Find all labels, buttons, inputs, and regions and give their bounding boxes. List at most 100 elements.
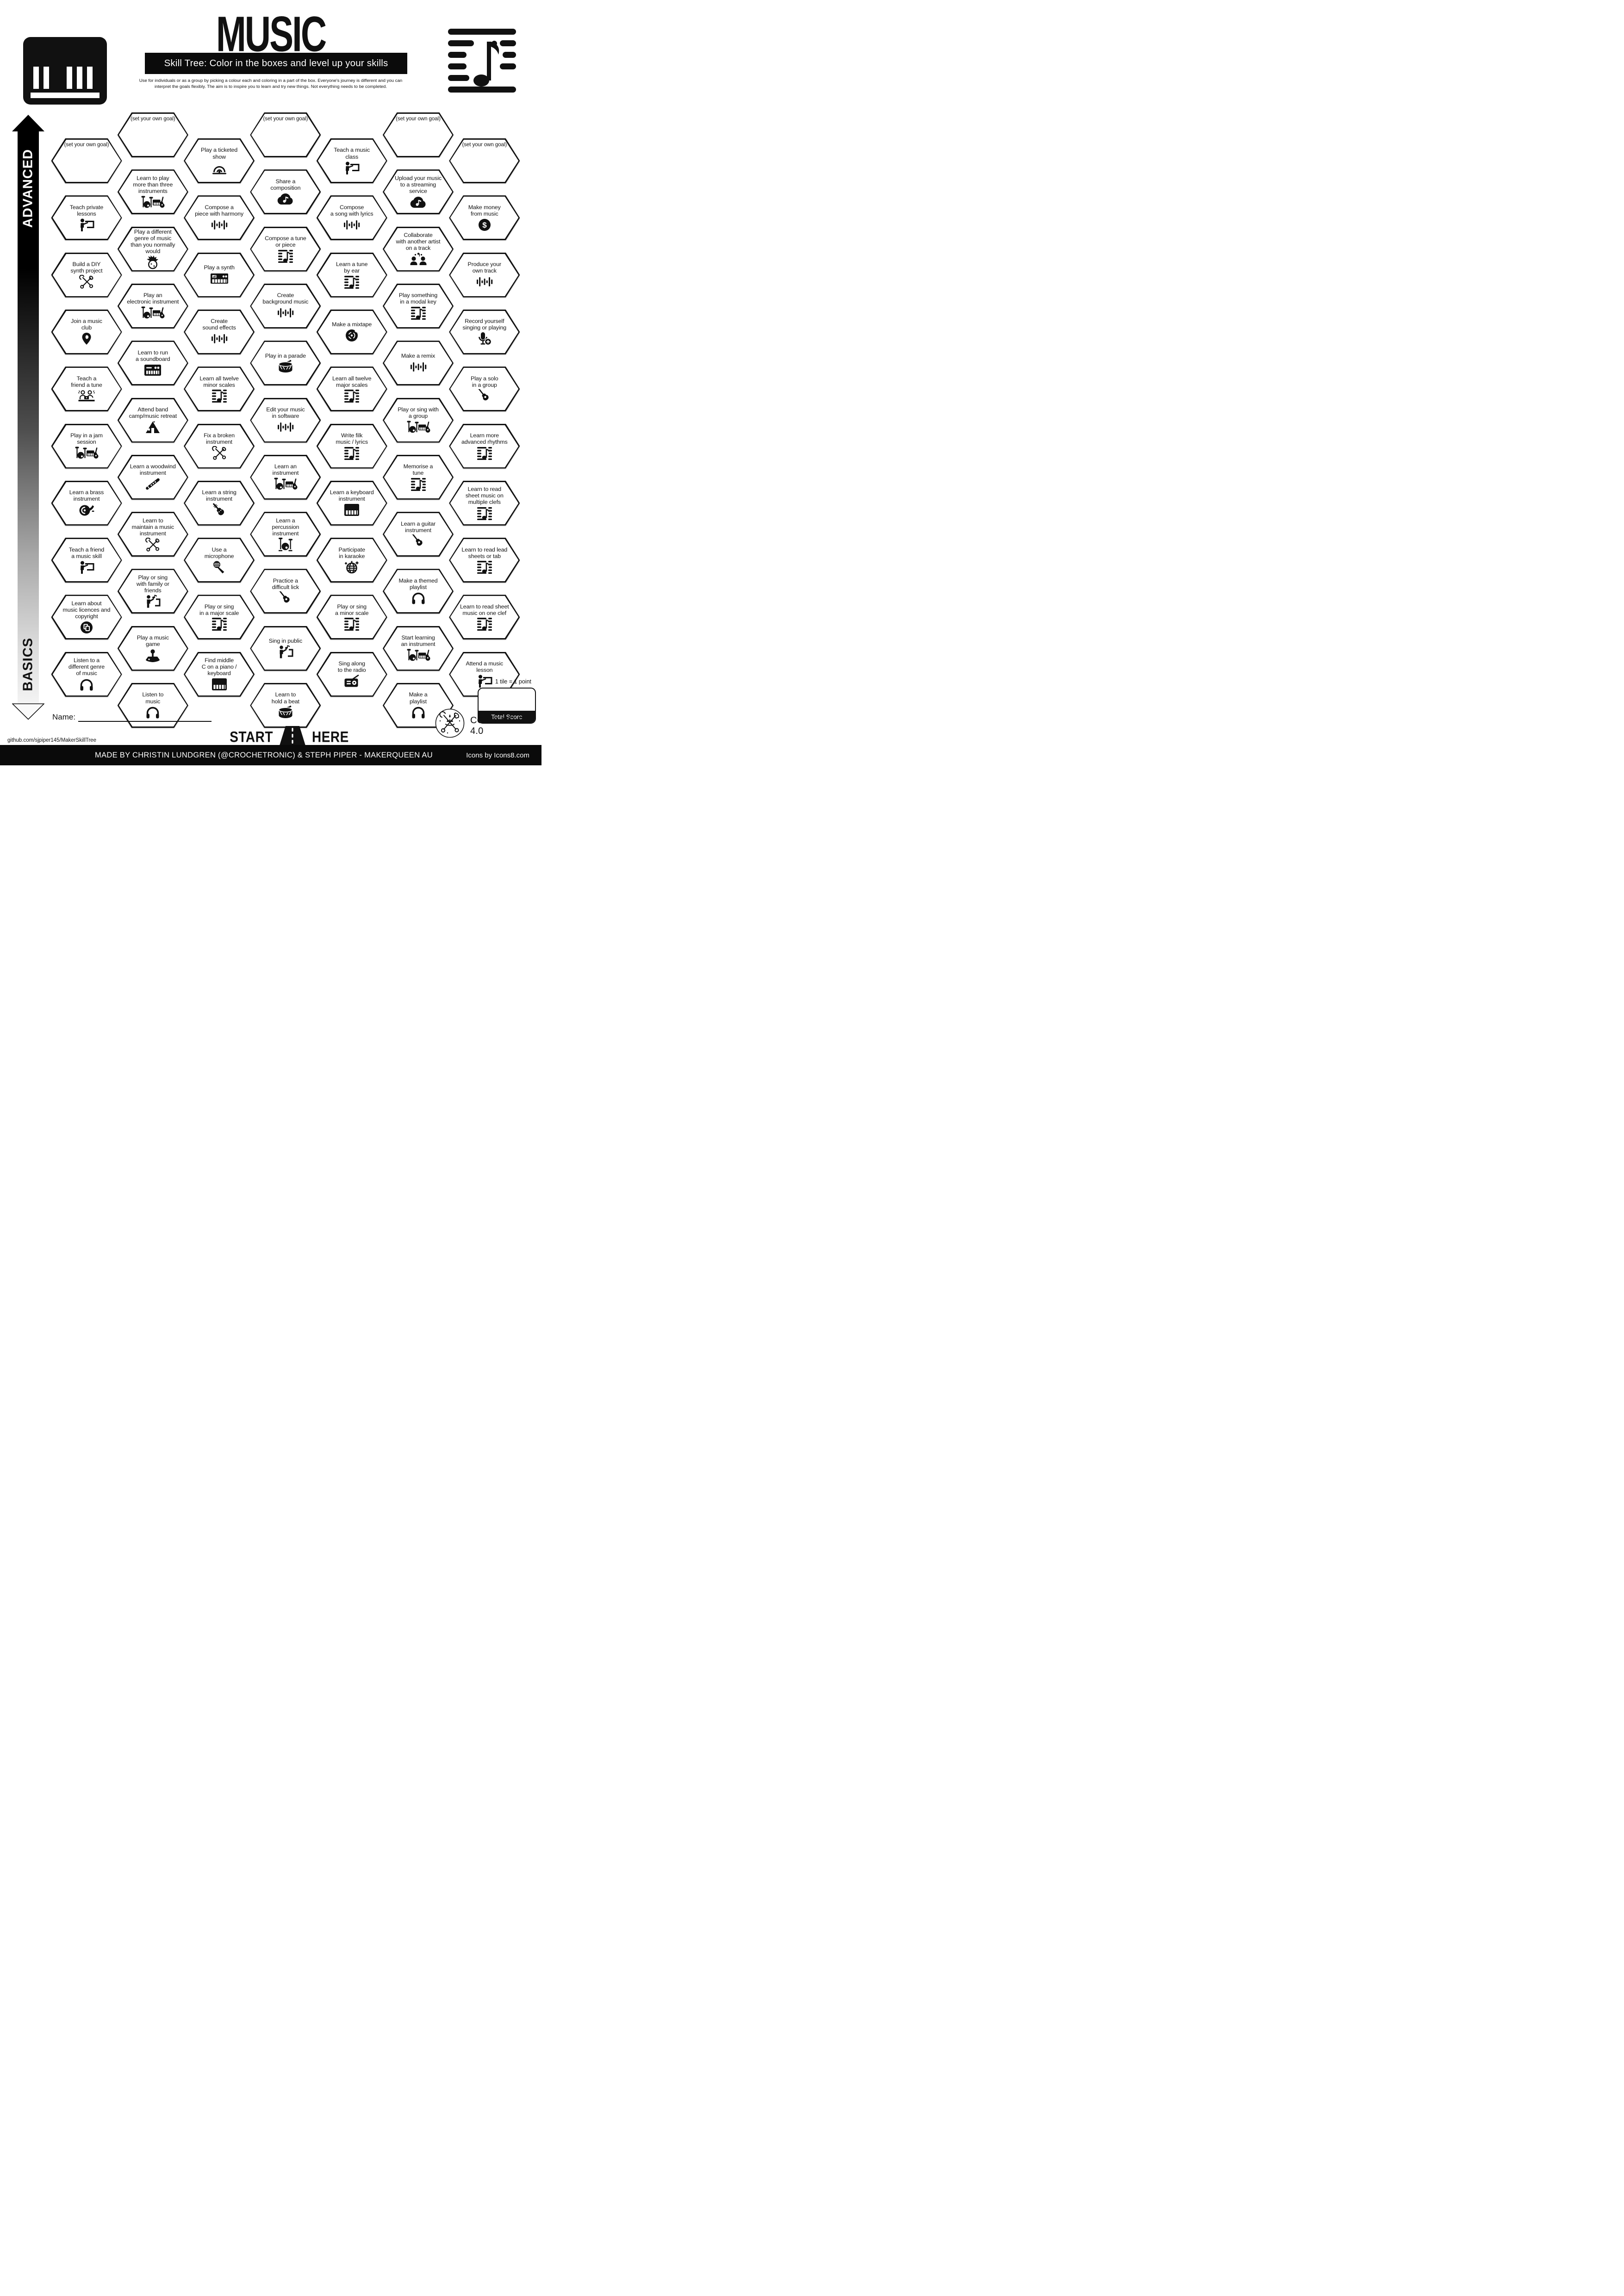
hex-tile[interactable]: Learn a tune by ear bbox=[316, 252, 387, 298]
hex-tile[interactable]: Write filk music / lyrics bbox=[316, 423, 387, 469]
hex-tile[interactable]: Memorise a tune bbox=[383, 454, 454, 500]
hex-tile[interactable]: Play something in a modal key bbox=[383, 283, 454, 329]
hex-tile[interactable]: Create sound effects bbox=[184, 309, 255, 354]
sheet-music-icon bbox=[477, 446, 492, 460]
hex-tile[interactable]: Learn a percussion instrument bbox=[250, 512, 321, 557]
hex-tile[interactable]: Upload your music to a streaming service bbox=[383, 169, 454, 215]
hex-tile[interactable]: Make a mixtape bbox=[316, 309, 387, 354]
hex-tile[interactable]: Learn all twelve major scales bbox=[316, 366, 387, 412]
sheet-music-icon bbox=[344, 389, 360, 403]
hex-tile[interactable]: Learn to hold a beat bbox=[250, 683, 321, 728]
hex-tile[interactable]: Practice a difficult lick bbox=[250, 569, 321, 614]
hex-tile[interactable]: Learn a string instrument bbox=[184, 480, 255, 526]
hex-tile[interactable]: Learn a woodwind instrument bbox=[117, 454, 188, 500]
piano-icon bbox=[344, 503, 360, 517]
hex-label: Teach private lessons bbox=[69, 204, 104, 217]
hex-tile[interactable]: Play or sing a minor scale bbox=[316, 595, 387, 640]
hex-tile[interactable]: Play in a parade bbox=[250, 341, 321, 386]
hex-tile-custom-goal[interactable]: (set your own goal) bbox=[250, 112, 321, 157]
hex-tile[interactable]: Find middle C on a piano / keyboard bbox=[184, 652, 255, 697]
hex-tile[interactable]: Play a music game bbox=[117, 626, 188, 671]
hex-tile[interactable]: Learn a guitar instrument bbox=[383, 512, 454, 557]
hex-tile[interactable]: Play a synth bbox=[184, 252, 255, 298]
hex-fill bbox=[185, 197, 254, 239]
hex-tile[interactable]: Sing along to the radio bbox=[316, 652, 387, 697]
hex-tile[interactable]: Play or sing with family or friends bbox=[117, 569, 188, 614]
hex-tile[interactable]: Listen to music bbox=[117, 683, 188, 728]
hex-tile[interactable]: Learn a brass instrument bbox=[51, 480, 122, 526]
hex-tile-custom-goal[interactable]: (set your own goal) bbox=[51, 138, 122, 183]
hex-tile[interactable]: Share a composition bbox=[250, 169, 321, 215]
hex-tile[interactable]: Play a ticketed show bbox=[184, 138, 255, 183]
total-score-box[interactable]: Total Score bbox=[478, 688, 536, 724]
hex-tile-custom-goal[interactable]: (set your own goal) bbox=[383, 112, 454, 157]
hex-tile[interactable]: Play in a jam session bbox=[51, 423, 122, 469]
hex-tile[interactable]: Produce your own track bbox=[449, 252, 520, 298]
hex-tile[interactable]: Play an electronic instrument bbox=[117, 283, 188, 329]
hex-label: Sing in public bbox=[268, 638, 303, 645]
hex-tile-custom-goal[interactable]: (set your own goal) bbox=[449, 138, 520, 183]
hex-tile[interactable]: Learn more advanced rhythms bbox=[449, 423, 520, 469]
hex-tile[interactable]: Listen to a different genre of music bbox=[51, 652, 122, 697]
hex-label: Memorise a tune bbox=[403, 463, 433, 477]
hex-tile[interactable]: Teach private lessons bbox=[51, 195, 122, 241]
description-text: Use for individuals or as a group by pic… bbox=[139, 78, 403, 90]
name-input-line[interactable] bbox=[78, 714, 212, 722]
hex-tile[interactable]: Teach a friend a music skill bbox=[51, 538, 122, 583]
axis-shaft: ADVANCED BASICS bbox=[18, 130, 39, 705]
hex-tile[interactable]: Build a DIY synth project bbox=[51, 252, 122, 298]
hex-tile[interactable]: Make a remix bbox=[383, 341, 454, 386]
hex-tile[interactable]: Compose a piece with harmony bbox=[184, 195, 255, 241]
hex-tile[interactable]: Learn all twelve minor scales bbox=[184, 366, 255, 412]
hex-tile[interactable]: Participate in karaoke bbox=[316, 538, 387, 583]
stage-icon bbox=[212, 161, 227, 175]
hex-label: Fix a broken instrument bbox=[204, 432, 235, 445]
hex-label: Learn all twelve major scales bbox=[332, 375, 372, 388]
hex-tile[interactable]: Sing in public bbox=[250, 626, 321, 671]
hex-tile[interactable]: Teach a music class bbox=[316, 138, 387, 183]
hex-tile[interactable]: Attend band camp/music retreat bbox=[117, 397, 188, 443]
hex-fill bbox=[317, 254, 386, 296]
hex-tile[interactable]: Learn to read sheet music on one clef bbox=[449, 595, 520, 640]
hex-tile[interactable]: Learn to read lead sheets or tab bbox=[449, 538, 520, 583]
hex-tile[interactable]: Create background music bbox=[250, 283, 321, 329]
hex-tile[interactable]: Teach a friend a tune bbox=[51, 366, 122, 412]
hex-fill bbox=[251, 399, 320, 441]
sheet-music-icon bbox=[477, 560, 492, 574]
hex-tile[interactable]: Make a themed playlist bbox=[383, 569, 454, 614]
hex-tile[interactable]: Fix a broken instrument bbox=[184, 423, 255, 469]
hex-label: Play an electronic instrument bbox=[127, 292, 179, 305]
score-entry-area[interactable] bbox=[479, 689, 535, 711]
hex-label: Produce your own track bbox=[467, 261, 502, 274]
hex-label: (set your own goal) bbox=[130, 116, 175, 122]
hex-tile[interactable]: Start learning an instrument bbox=[383, 626, 454, 671]
hex-fill bbox=[185, 425, 254, 467]
hex-tile[interactable]: Learn about music licences and copyright bbox=[51, 595, 122, 640]
hex-tile[interactable]: Compose a song with lyrics bbox=[316, 195, 387, 241]
hex-tile[interactable]: Learn to maintain a music instrument bbox=[117, 512, 188, 557]
hex-tile[interactable]: Join a music club bbox=[51, 309, 122, 354]
hex-label: Learn a woodwind instrument bbox=[130, 463, 176, 477]
headphones-icon bbox=[411, 591, 425, 605]
hex-tile[interactable]: Play or sing in a major scale bbox=[184, 595, 255, 640]
hex-tile[interactable]: Learn to run a soundboard bbox=[117, 341, 188, 386]
hex-tile[interactable]: Learn to play more than three instrument… bbox=[117, 169, 188, 215]
hex-tile[interactable]: Play a different genre of music than you… bbox=[117, 226, 188, 272]
hex-tile[interactable]: Learn an instrument bbox=[250, 454, 321, 500]
name-row: Name: bbox=[52, 713, 212, 722]
hex-label: Compose a song with lyrics bbox=[330, 204, 373, 217]
credit-text: MADE BY CHRISTIN LUNDGREN (@CROCHETRONIC… bbox=[95, 751, 433, 759]
hex-tile[interactable]: Collaborate with another artist on a tra… bbox=[383, 226, 454, 272]
hex-tile-custom-goal[interactable]: (set your own goal) bbox=[117, 112, 188, 157]
hex-tile[interactable]: Play a solo in a group bbox=[449, 366, 520, 412]
hex-tile[interactable]: Edit your music in software bbox=[250, 397, 321, 443]
microphone-icon bbox=[212, 560, 226, 574]
band-icon bbox=[406, 648, 430, 662]
hex-tile[interactable]: Learn to read sheet music on multiple cl… bbox=[449, 480, 520, 526]
hex-tile[interactable]: Record yourself singing or playing bbox=[449, 309, 520, 354]
hex-tile[interactable]: Use a microphone bbox=[184, 538, 255, 583]
hex-tile[interactable]: Play or sing with a group bbox=[383, 397, 454, 443]
hex-tile[interactable]: Compose a tune or piece bbox=[250, 226, 321, 272]
hex-tile[interactable]: Learn a keyboard instrument bbox=[316, 480, 387, 526]
hex-tile[interactable]: Make money from music $ bbox=[449, 195, 520, 241]
